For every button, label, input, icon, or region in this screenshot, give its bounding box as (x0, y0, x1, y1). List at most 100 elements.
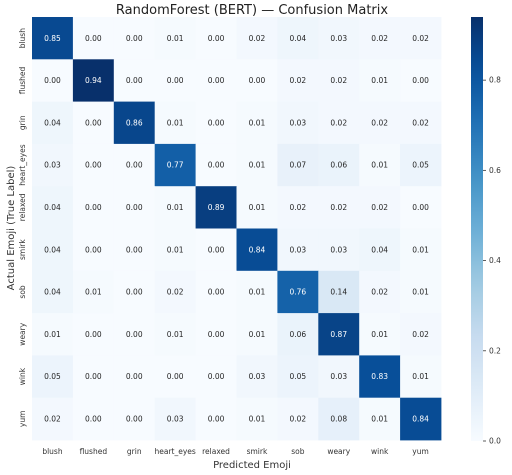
heatmap-cell (154, 143, 196, 187)
heatmap-cell (113, 270, 156, 314)
cell-value-label: 0.84 (412, 414, 429, 423)
heatmap-cell (236, 313, 278, 356)
cell-value-label: 0.00 (126, 34, 143, 43)
y-tick-label: flushed (18, 66, 27, 94)
chart-title: RandomForest (BERT) — Confusion Matrix (116, 3, 388, 18)
cell-value-label: 0.01 (412, 288, 429, 297)
cell-value-label: 0.07 (289, 161, 306, 170)
heatmap-cell (359, 101, 401, 145)
heatmap-cell (318, 186, 360, 229)
cell-value-label: 0.04 (44, 203, 61, 212)
cell-value-label: 0.04 (44, 245, 61, 254)
cell-value-label: 0.02 (330, 76, 347, 85)
heatmap-cell (277, 17, 319, 60)
cell-value-label: 0.01 (412, 372, 429, 381)
cell-value-label: 0.83 (371, 372, 388, 381)
cell-value-label: 0.01 (371, 414, 388, 423)
cell-value-label: 0.04 (371, 245, 388, 254)
heatmap-cell (32, 355, 74, 399)
cell-value-label: 0.00 (85, 245, 102, 254)
heatmap-cell (277, 186, 319, 229)
cell-value-label: 0.85 (44, 34, 61, 43)
x-axis-label: Predicted Emoji (213, 460, 291, 471)
heatmap-cell (72, 143, 115, 187)
colorbar-tick-label: 0.0 (489, 437, 501, 446)
heatmap-cell (400, 186, 442, 229)
cell-value-label: 0.02 (412, 34, 429, 43)
cell-value-label: 0.04 (44, 288, 61, 297)
cell-value-label: 0.89 (208, 203, 225, 212)
cell-value-label: 0.76 (289, 288, 306, 297)
cell-value-label: 0.02 (412, 330, 429, 339)
cell-value-label: 0.02 (289, 76, 306, 85)
x-tick-label: relaxed (202, 447, 230, 456)
heatmap-cell (400, 59, 442, 102)
heatmap-cell (318, 17, 360, 60)
cell-value-label: 0.00 (208, 118, 225, 127)
cell-value-label: 0.01 (249, 288, 266, 297)
cell-value-label: 0.08 (330, 414, 347, 423)
heatmap-cell (277, 397, 319, 441)
heatmap-cell (154, 355, 196, 399)
cell-value-label: 0.94 (85, 76, 102, 85)
cell-value-label: 0.00 (208, 414, 225, 423)
cell-value-label: 0.00 (126, 288, 143, 297)
cell-value-label: 0.00 (85, 372, 102, 381)
heatmap-cell (72, 186, 115, 229)
heatmap-cell (277, 101, 319, 145)
cell-value-label: 0.01 (249, 203, 266, 212)
heatmap-cell (359, 313, 401, 356)
heatmap-cell (32, 313, 74, 356)
heatmap-cell (72, 228, 115, 272)
heatmap-cell (113, 143, 156, 187)
cell-value-label: 0.00 (412, 76, 429, 85)
heatmap-cell (32, 17, 74, 60)
heatmap-cell (32, 143, 74, 187)
heatmap-cell (400, 143, 442, 187)
heatmap-cell (113, 17, 156, 60)
cell-value-label: 0.01 (167, 245, 184, 254)
heatmap-cell (72, 17, 115, 60)
heatmap-cell (72, 397, 115, 441)
cell-value-label: 0.02 (167, 288, 184, 297)
heatmap-cell (236, 270, 278, 314)
cell-value-label: 0.01 (371, 76, 388, 85)
cell-value-label: 0.03 (289, 245, 306, 254)
y-axis-label: Actual Emoji (True Label) (6, 166, 17, 291)
heatmap-cell (400, 270, 442, 314)
heatmap-cell (113, 101, 156, 145)
x-tick-label: grin (127, 447, 142, 456)
y-tick-label: sob (18, 285, 27, 298)
heatmap-cell (236, 59, 278, 102)
x-tick-label: yum (412, 447, 429, 456)
heatmap-cell (113, 186, 156, 229)
heatmap-cell (359, 59, 401, 102)
y-tick-label: yum (18, 411, 27, 428)
cell-value-label: 0.05 (44, 372, 61, 381)
heatmap-cell (72, 59, 115, 102)
heatmap-cell (32, 186, 74, 229)
cell-value-label: 0.00 (208, 330, 225, 339)
cell-value-label: 0.00 (208, 34, 225, 43)
cell-value-label: 0.00 (412, 203, 429, 212)
heatmap-cell (277, 270, 319, 314)
heatmap-cell (72, 101, 115, 145)
cell-value-label: 0.02 (44, 414, 61, 423)
cell-value-label: 0.05 (412, 161, 429, 170)
heatmap-cell (195, 355, 237, 399)
cell-value-label: 0.05 (289, 372, 306, 381)
cell-value-label: 0.01 (167, 330, 184, 339)
heatmap-cell (400, 355, 442, 399)
heatmap-cell (154, 186, 196, 229)
cell-value-label: 0.01 (167, 203, 184, 212)
x-tick-label: sob (291, 447, 304, 456)
x-tick-labels: blush flushed grin heart_eyes relaxed smirk so… (42, 447, 428, 456)
heatmap-cell (400, 17, 442, 60)
heatmap-cell (72, 313, 115, 356)
colorbar-ticks: 0.0 0.2 0.4 0.6 0.8 (483, 76, 501, 446)
heatmap-cell (113, 313, 156, 356)
cell-value-label: 0.03 (330, 372, 347, 381)
heatmap-cell (113, 228, 156, 272)
colorbar-tick-label: 0.6 (489, 166, 501, 175)
cell-value-label: 0.01 (371, 330, 388, 339)
